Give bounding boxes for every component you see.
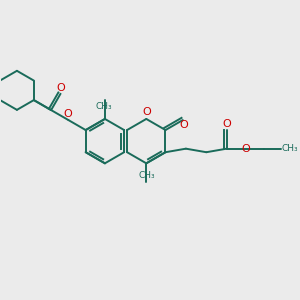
Text: O: O [63,109,72,119]
Text: O: O [142,107,151,117]
Text: CH₃: CH₃ [139,171,155,180]
Text: O: O [179,120,188,130]
Text: CH₃: CH₃ [281,144,298,153]
Text: O: O [241,144,250,154]
Text: O: O [56,83,65,93]
Text: CH₃: CH₃ [96,102,112,111]
Text: O: O [222,119,231,129]
